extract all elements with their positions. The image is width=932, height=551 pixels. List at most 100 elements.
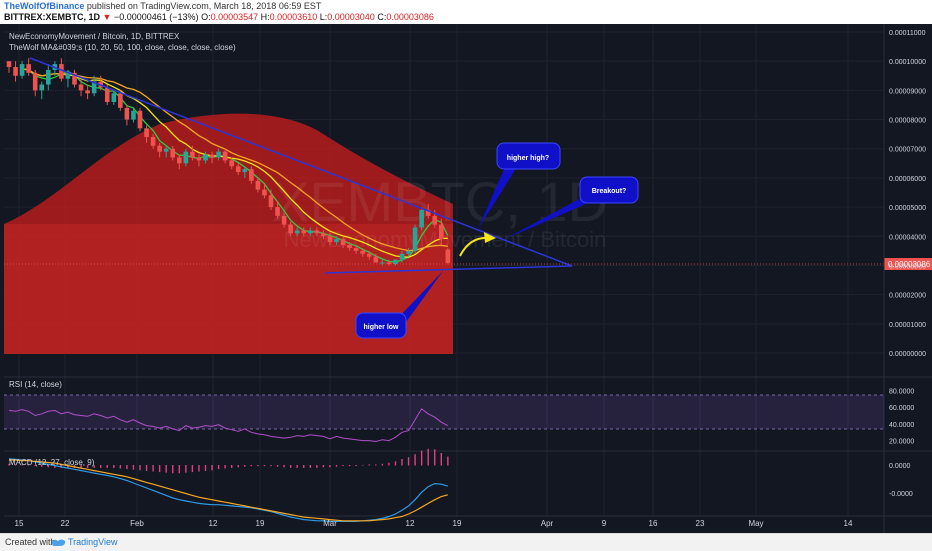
macd-lines [8, 448, 449, 522]
tradingview-brand[interactable]: TradingView [68, 537, 118, 547]
descending-trendline[interactable] [29, 57, 573, 267]
footer: Created with TradingView [0, 533, 932, 551]
candle-body [32, 72, 38, 91]
higher-high-callout[interactable] [496, 142, 561, 170]
high-label: H: [260, 12, 270, 22]
candle-body [380, 262, 385, 264]
rsi-series [8, 408, 449, 443]
tradingview-logo-icon [52, 539, 66, 546]
candle-body [353, 247, 359, 251]
main-pane-title: NewEconomyMovement / Bitcoin, 1D, BITTRE… [9, 32, 180, 41]
candle-body [124, 107, 130, 120]
candle-body [275, 207, 280, 216]
candle-body [294, 230, 300, 234]
ma-yellow-line [22, 68, 448, 258]
candle-body [190, 151, 195, 158]
candle-body [13, 67, 18, 76]
price-tick-label: 0.00002000 [889, 293, 926, 300]
candle-body [347, 245, 352, 248]
rsi-tick-label: 60.0000 [889, 405, 914, 412]
candle-body [19, 64, 25, 76]
candle-body [327, 236, 333, 243]
candle-body [118, 93, 123, 108]
rsi-tick-label: 20.0000 [889, 439, 914, 446]
author-link[interactable]: TheWolfOfBinance [4, 1, 85, 11]
chart-svg[interactable]: XEMBTC, 1D NewEconomyMovement / Bitcoin … [0, 24, 932, 533]
ohlc-header: BITTREX:XEMBTC, 1D ▼ −0.00000461 (−13%) … [4, 12, 434, 23]
candle-body [26, 64, 31, 73]
time-tick-label: 9 [602, 519, 607, 528]
time-tick-label: 15 [15, 519, 24, 528]
breakout-pointer [505, 196, 595, 239]
candle-body [393, 259, 398, 264]
watermark-symbol: XEMBTC, 1D [272, 170, 608, 233]
higher-high-label: higher high? [507, 155, 549, 162]
time-tick-label: 16 [649, 519, 658, 528]
price-tick-label: 0.00004000 [889, 234, 926, 241]
candle-body [222, 151, 228, 161]
higher-low-pointer [396, 271, 443, 325]
symbol-label: BITTREX:XEMBTC, 1D [4, 12, 101, 22]
signal-series [9, 459, 448, 522]
higher-low-callout[interactable] [355, 312, 407, 339]
candle-body [399, 253, 405, 260]
candle-body [111, 93, 117, 103]
breakout-callout[interactable] [579, 176, 639, 204]
candle-body [412, 227, 418, 251]
down-arrow-icon: ▼ [102, 12, 112, 22]
candle-body [406, 250, 411, 254]
candle-body [425, 210, 431, 216]
rsi-line [8, 408, 449, 443]
support-trendline[interactable] [324, 265, 573, 274]
price-tick-label: 0.00007000 [889, 147, 926, 154]
time-tick-label: 12 [209, 519, 218, 528]
price-tick-label: 0.00001000 [889, 322, 926, 329]
time-axis[interactable]: 15 22 Feb 12 19 Mar 12 19 Apr 9 16 23 May 14 [15, 519, 853, 528]
open-label: O: [201, 12, 211, 22]
candle-body [6, 61, 12, 68]
time-tick-label: 19 [256, 519, 265, 528]
candle-body [177, 157, 182, 164]
candle-body [137, 110, 143, 129]
candle-body [366, 253, 372, 257]
candle-body [91, 81, 97, 94]
volume-profile [4, 113, 453, 354]
candle-body [262, 189, 267, 196]
change-value: −0.00000461 (−13%) [113, 12, 199, 22]
time-tick-label: 12 [406, 519, 415, 528]
rsi-tick-label: 80.0000 [889, 388, 914, 395]
candle-body [216, 151, 221, 158]
price-tag [884, 258, 932, 270]
candle-body [360, 250, 365, 254]
higher-low-label: higher low [364, 324, 400, 331]
candle-body [209, 154, 215, 158]
candle-body [242, 169, 248, 173]
candle-body [183, 151, 189, 164]
time-tick-label: 23 [696, 519, 705, 528]
candle-body [340, 239, 346, 246]
candle-body [373, 256, 379, 263]
time-tick-label: Mar [323, 519, 337, 528]
candle-body [321, 233, 326, 237]
candle-body [419, 210, 424, 228]
price-tick-label: 0.00000000 [889, 351, 926, 358]
time-tick-label: 14 [844, 519, 853, 528]
price-tick-label: 0.00006000 [889, 176, 926, 183]
yellow-arrow-head [484, 232, 496, 243]
high-value: 0.00003610 [269, 12, 318, 22]
candle-body [85, 90, 90, 94]
candle-body [131, 110, 136, 120]
candle-body [445, 249, 451, 263]
macd-title: MACD (12, 27, close, 9) [9, 458, 95, 467]
time-tick-label: May [748, 519, 763, 528]
rsi-tick-label: 40.0000 [889, 422, 914, 429]
price-axis[interactable]: 0.00011000 0.00010000 0.00009000 0.00008000… [889, 30, 926, 498]
time-tick-label: 19 [453, 519, 462, 528]
price-tick-label: 0.00009000 [889, 88, 926, 95]
candle-body [235, 166, 241, 173]
higher-high-pointer [478, 167, 517, 229]
candle-body [163, 148, 169, 152]
chart-area[interactable]: XEMBTC, 1D NewEconomyMovement / Bitcoin … [0, 24, 932, 533]
candle-body [170, 148, 176, 158]
candle-body [157, 145, 162, 152]
